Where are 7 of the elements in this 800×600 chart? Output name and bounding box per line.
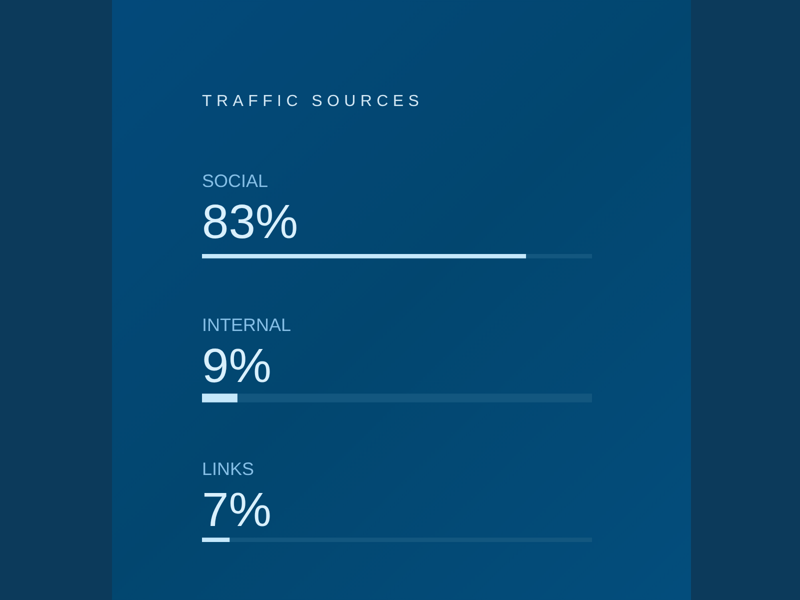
chart-title: TRAFFIC SOURCES bbox=[202, 93, 424, 110]
y-tick-label: INTERNAL bbox=[202, 315, 292, 335]
y-tick-label: LINKS bbox=[202, 459, 254, 479]
data-label: 7% bbox=[202, 484, 272, 537]
y-tick-label: SOCIAL bbox=[202, 171, 268, 191]
data-label: 9% bbox=[202, 340, 272, 393]
data-label: 83% bbox=[202, 196, 298, 249]
